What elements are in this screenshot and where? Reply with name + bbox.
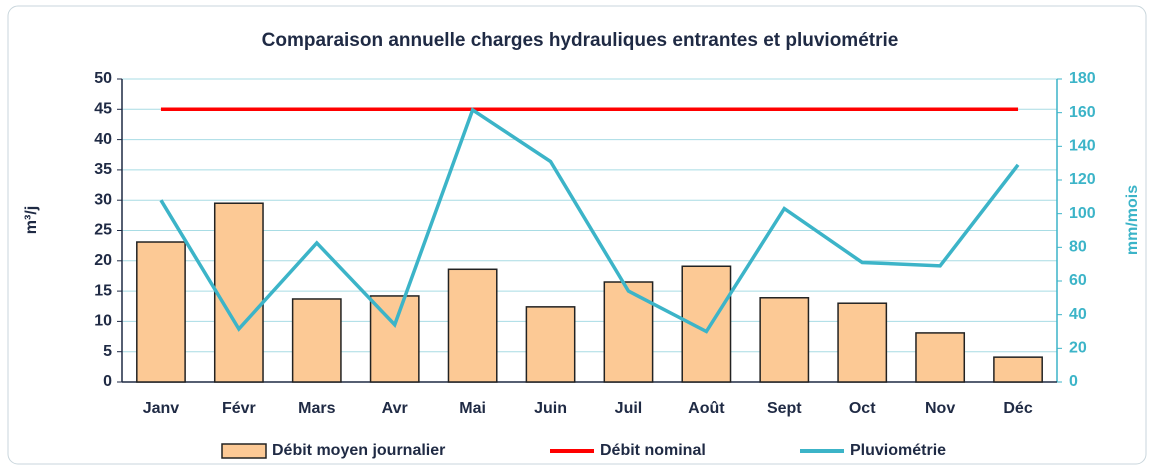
- y-tick-label: 10: [94, 313, 112, 330]
- y2-tick-label: 100: [1069, 205, 1096, 222]
- y2-tick-label: 180: [1069, 70, 1096, 87]
- x-tick-label: Oct: [849, 400, 876, 417]
- legend-label: Débit nominal: [600, 442, 706, 459]
- x-tick-label: Juin: [534, 400, 567, 417]
- y2-tick-label: 80: [1069, 239, 1087, 256]
- y-tick-label: 30: [94, 191, 112, 208]
- bar: [915, 332, 966, 383]
- y-tick-label: 45: [94, 101, 112, 118]
- y2-tick-label: 20: [1069, 340, 1087, 357]
- y-tick-label: 40: [94, 131, 112, 148]
- y2-tick-label: 140: [1069, 138, 1096, 155]
- bar: [603, 281, 654, 383]
- bar: [525, 306, 576, 383]
- line: [159, 107, 1020, 334]
- legend-label: Débit moyen journalier: [272, 442, 445, 459]
- x-tick-label: Sept: [767, 400, 802, 417]
- x-tick-label: Févr: [222, 400, 256, 417]
- bar: [993, 356, 1043, 383]
- x-tick-label: Août: [688, 400, 725, 417]
- legend-swatch: [221, 443, 267, 459]
- y2-tick-label: 0: [1069, 373, 1078, 390]
- frame: [7, 5, 1147, 465]
- y-tick-label: 25: [94, 222, 112, 239]
- y-tick-label: 15: [94, 282, 112, 299]
- bar: [759, 297, 810, 383]
- y2-tick-label: 160: [1069, 104, 1096, 121]
- bar: [291, 298, 342, 383]
- x-tick-label: Mars: [298, 400, 335, 417]
- bar: [837, 302, 888, 383]
- y2-tick-label: 60: [1069, 272, 1087, 289]
- y2-tick-label: 120: [1069, 171, 1096, 188]
- y-tick-label: 35: [94, 161, 112, 178]
- bar: [447, 268, 498, 383]
- y-tick-label: 20: [94, 252, 112, 269]
- bar: [136, 241, 186, 383]
- x-tick-label: Juil: [615, 400, 643, 417]
- x-tick-label: Avr: [382, 400, 408, 417]
- legend-label: Pluviométrie: [850, 442, 946, 459]
- y-tick-label: 50: [94, 70, 112, 87]
- bar: [369, 295, 420, 383]
- x-tick-label: Déc: [1003, 400, 1032, 417]
- bar: [213, 202, 264, 383]
- y2-tick-label: 40: [1069, 306, 1087, 323]
- x-tick-label: Janv: [143, 400, 180, 417]
- y-tick-label: 5: [103, 343, 112, 360]
- x-tick-label: Nov: [925, 400, 955, 417]
- y-tick-label: 0: [103, 373, 112, 390]
- y-axis-label: m³/j: [23, 206, 40, 234]
- chart-title: Comparaison annuelle charges hydraulique…: [262, 30, 899, 51]
- x-tick-label: Mai: [459, 400, 486, 417]
- y2-axis-label: mm/mois: [1124, 185, 1141, 255]
